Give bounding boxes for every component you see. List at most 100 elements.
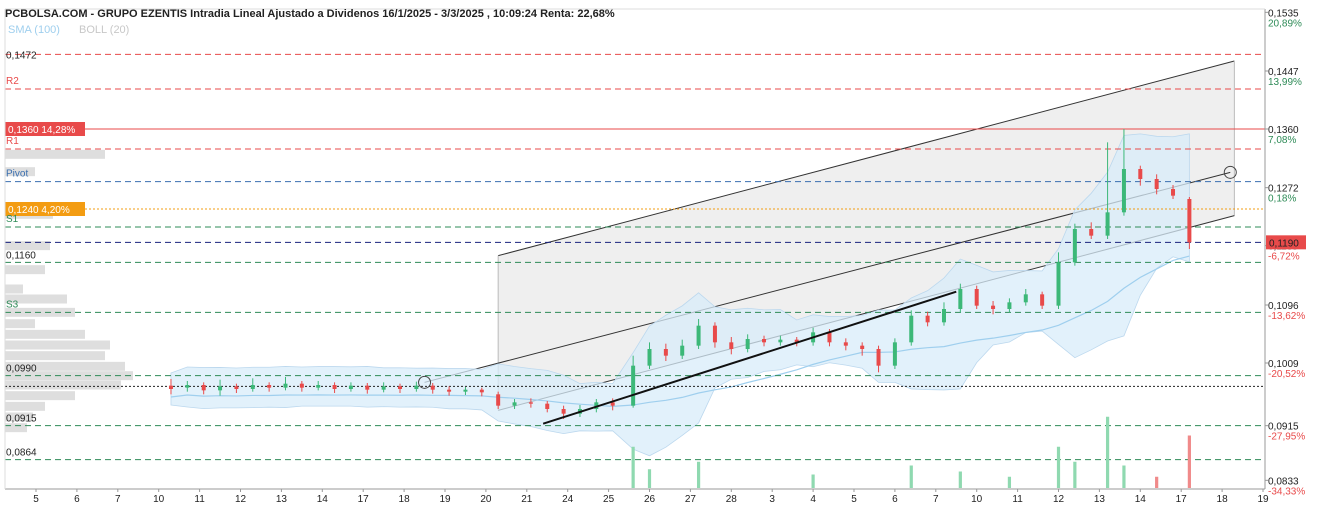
x-tick-label: 12 bbox=[235, 494, 247, 505]
volume-bar bbox=[1187, 435, 1191, 488]
last-price-label: 0,1190 bbox=[1269, 238, 1299, 249]
level-tag-label: 0,1360 14,28% bbox=[8, 125, 75, 136]
candle bbox=[267, 382, 272, 392]
x-tick-label: 19 bbox=[1257, 494, 1269, 505]
candle-body bbox=[1138, 169, 1143, 179]
candle bbox=[631, 355, 636, 408]
candle-body bbox=[430, 385, 435, 390]
candle-body bbox=[610, 402, 615, 406]
x-tick-label: 6 bbox=[892, 494, 898, 505]
candle-body bbox=[876, 349, 881, 366]
candle bbox=[463, 387, 468, 395]
level-label-low1: 0,0990 bbox=[6, 364, 37, 375]
candle bbox=[201, 382, 206, 395]
candle-body bbox=[827, 332, 832, 343]
x-tick-label: 6 bbox=[74, 494, 80, 505]
sma-indicator-label: SMA (100) bbox=[8, 24, 60, 36]
y-tick-label: 0,1272 bbox=[1268, 184, 1299, 195]
candle bbox=[365, 383, 370, 394]
percent-tick-label: 13,99% bbox=[1268, 77, 1302, 88]
candle bbox=[398, 383, 403, 393]
candle-body bbox=[762, 339, 767, 343]
candle-body bbox=[958, 289, 963, 309]
candle-body bbox=[479, 389, 484, 393]
level-tag-bg bbox=[5, 202, 85, 216]
candle-body bbox=[778, 339, 783, 343]
percent-tick-label: -27,95% bbox=[1268, 432, 1305, 443]
candle-body bbox=[234, 386, 239, 389]
volume-bar bbox=[631, 446, 635, 488]
support-trendline bbox=[542, 290, 957, 425]
percent-tick-label: 0,18% bbox=[1268, 194, 1296, 205]
candle bbox=[1056, 252, 1061, 309]
candle-body bbox=[1089, 229, 1094, 236]
candle-body bbox=[1023, 294, 1028, 303]
volume-bar bbox=[1122, 465, 1126, 488]
x-tick-label: 13 bbox=[1094, 494, 1106, 505]
candle-body bbox=[991, 305, 996, 309]
volume-bar bbox=[909, 465, 913, 488]
candle-body bbox=[414, 385, 419, 389]
volume-bar bbox=[1155, 476, 1159, 488]
level-label-S2: 0,1160 bbox=[6, 250, 36, 261]
candle bbox=[876, 345, 881, 373]
candle bbox=[1023, 289, 1028, 306]
candle-body bbox=[647, 349, 652, 366]
percent-tick-label: -13,62% bbox=[1268, 311, 1305, 322]
x-tick-label: 3 bbox=[769, 494, 775, 505]
candle-body bbox=[729, 342, 734, 349]
profile-bar bbox=[5, 149, 105, 159]
candle bbox=[1121, 129, 1126, 216]
candle bbox=[430, 383, 435, 394]
x-tick-label: 24 bbox=[562, 494, 574, 505]
y-tick-label: 0,1535 bbox=[1268, 8, 1299, 19]
profile-bar bbox=[5, 294, 67, 304]
x-tick-label: 27 bbox=[685, 494, 697, 505]
volume-bar bbox=[1105, 416, 1110, 488]
x-tick-label: 11 bbox=[194, 494, 205, 505]
candle bbox=[778, 335, 783, 346]
candle-body bbox=[909, 315, 914, 343]
profile-bar bbox=[5, 340, 110, 350]
profile-bar bbox=[5, 241, 50, 251]
candle-body bbox=[941, 309, 946, 323]
profile-bar bbox=[5, 265, 45, 275]
candle bbox=[729, 337, 734, 355]
channel-upper-line bbox=[498, 60, 1235, 257]
candle-body bbox=[528, 402, 533, 404]
candle bbox=[1040, 291, 1045, 309]
volume-bar bbox=[1007, 476, 1012, 488]
candle-body bbox=[381, 386, 386, 390]
candle bbox=[218, 379, 223, 396]
profile-bar bbox=[5, 380, 121, 390]
candle bbox=[991, 301, 996, 315]
x-tick-label: 14 bbox=[317, 494, 329, 505]
level-label-R2: R2 bbox=[6, 76, 19, 87]
candle bbox=[1105, 142, 1110, 239]
candle bbox=[447, 386, 452, 396]
profile-bar bbox=[5, 412, 33, 422]
candle-body bbox=[1040, 294, 1045, 306]
candle bbox=[647, 342, 652, 369]
x-tick-label: 11 bbox=[1012, 494, 1023, 505]
percent-tick-label: 7,08% bbox=[1268, 135, 1296, 146]
candle-body bbox=[496, 394, 501, 406]
level-label-S1: S1 bbox=[6, 214, 19, 225]
candle-body bbox=[512, 402, 517, 406]
x-tick-label: 17 bbox=[1176, 494, 1188, 505]
candle bbox=[283, 377, 288, 391]
candle bbox=[545, 401, 550, 413]
x-tick-label: 17 bbox=[358, 494, 370, 505]
candle bbox=[610, 398, 615, 411]
candle-body bbox=[561, 409, 566, 414]
candle-body bbox=[974, 289, 979, 306]
x-tick-label: 10 bbox=[971, 494, 983, 505]
candle bbox=[479, 387, 484, 397]
chart-title: PCBOLSA.COM - GRUPO EZENTIS Intradia Lin… bbox=[5, 8, 615, 20]
candle-body bbox=[696, 325, 701, 346]
candles bbox=[168, 129, 1192, 419]
candle bbox=[1138, 165, 1143, 186]
candle bbox=[1089, 222, 1094, 239]
candle bbox=[332, 382, 337, 393]
x-tick-label: 25 bbox=[603, 494, 615, 505]
